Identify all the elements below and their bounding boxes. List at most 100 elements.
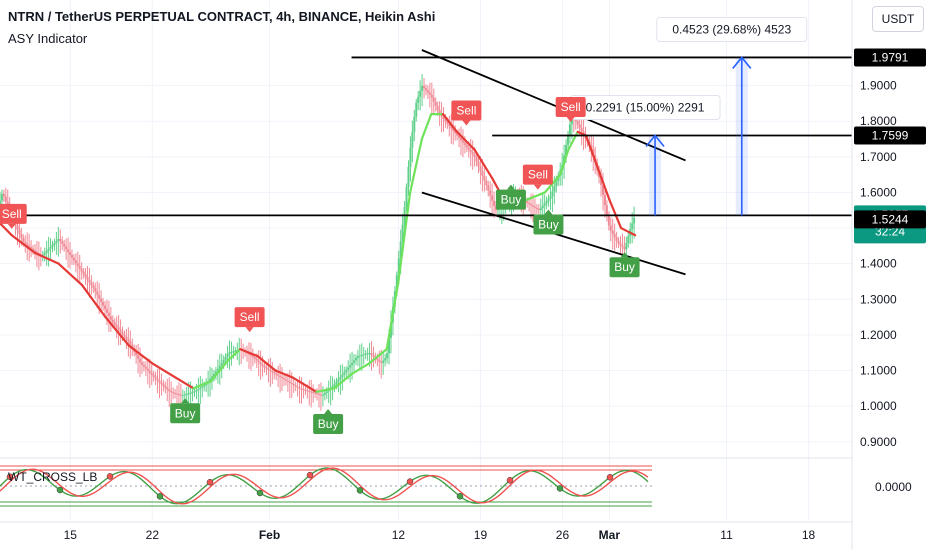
moving-average-layer bbox=[0, 113, 637, 393]
price-axis[interactable]: 1.90001.80001.70001.60001.50001.40001.30… bbox=[851, 0, 897, 550]
candle-body bbox=[177, 394, 180, 396]
candle-body bbox=[156, 378, 159, 381]
candle-body bbox=[294, 385, 297, 387]
candle-body bbox=[607, 215, 610, 226]
candle-body bbox=[627, 235, 630, 244]
buy-signal: Buy bbox=[313, 408, 344, 434]
candle-body bbox=[265, 367, 268, 369]
candle-body bbox=[209, 378, 212, 382]
candle-body bbox=[88, 279, 91, 283]
ma-segment bbox=[104, 316, 131, 347]
osc-cross-dot bbox=[356, 487, 364, 494]
measure-label: 0.4523 (29.68%) 4523 bbox=[672, 22, 791, 36]
time-axis[interactable]: 15 22 Feb 12 19 26 Mar 11 18 bbox=[0, 521, 852, 542]
x-tick-label: 18 bbox=[802, 528, 816, 542]
candle-body bbox=[347, 367, 350, 370]
candle-body bbox=[444, 119, 447, 122]
y-tick-label: 1.2000 bbox=[860, 328, 897, 342]
candle-body bbox=[296, 386, 299, 388]
candle-body bbox=[458, 135, 461, 138]
osc-wave-red bbox=[0, 467, 649, 505]
ma-segment bbox=[526, 191, 547, 201]
candle-body bbox=[617, 240, 620, 244]
price-tag-label: 1.7599 bbox=[872, 129, 909, 143]
candle-body bbox=[199, 387, 202, 389]
candle-body bbox=[290, 382, 293, 385]
osc-cross-dot bbox=[156, 493, 164, 500]
candle-body bbox=[341, 374, 344, 377]
ma-segment bbox=[0, 221, 13, 237]
candle-body bbox=[24, 242, 27, 244]
candle-body bbox=[26, 243, 29, 246]
candle-body bbox=[275, 373, 278, 375]
candle-body bbox=[415, 102, 418, 117]
y-tick-label: 1.3000 bbox=[860, 292, 897, 306]
oscillator-pane: WT_CROSS_LB 0.0000 bbox=[0, 457, 912, 507]
ma-segment bbox=[368, 348, 388, 365]
signal-badge bbox=[495, 189, 526, 210]
osc-cross-dot bbox=[606, 474, 614, 481]
candle-body bbox=[102, 302, 105, 306]
candle-body bbox=[432, 97, 435, 102]
candle-body bbox=[277, 374, 280, 376]
candle-body bbox=[430, 94, 433, 98]
ma-segment bbox=[350, 362, 371, 376]
candle-body bbox=[473, 154, 476, 157]
candle-body bbox=[154, 376, 157, 379]
candle-body bbox=[251, 355, 254, 358]
candle-body bbox=[300, 388, 303, 390]
chart-title: NTRN / TetherUS PERPETUAL CONTRACT, 4h, … bbox=[8, 9, 436, 24]
y-tick-label: 1.6000 bbox=[860, 185, 897, 199]
candle-body bbox=[92, 285, 95, 289]
measure-arrow-head bbox=[645, 134, 665, 148]
candle-body bbox=[405, 187, 408, 208]
candle-body bbox=[292, 384, 295, 386]
signals-layer: Sell Buy Sell Buy Sell Buy Sell Buy Sell Buy bbox=[0, 96, 640, 434]
osc-cross-dot bbox=[206, 478, 214, 486]
candle-body bbox=[568, 124, 571, 135]
candle-body bbox=[424, 88, 427, 91]
candle-body bbox=[189, 392, 192, 394]
candle-body bbox=[170, 391, 173, 393]
candle-body bbox=[298, 387, 301, 389]
candle-body bbox=[205, 383, 208, 386]
candle-body bbox=[55, 240, 58, 243]
candle-body bbox=[104, 305, 107, 310]
candle-body bbox=[286, 380, 289, 382]
candle-body bbox=[137, 355, 140, 359]
candle-body bbox=[395, 275, 398, 292]
candle-body bbox=[109, 316, 112, 320]
x-tick-label: 26 bbox=[556, 528, 570, 542]
indicator-legend[interactable]: ASY Indicator bbox=[8, 31, 88, 46]
measure-label: 0.2291 (15.00%) 2291 bbox=[586, 101, 705, 115]
candle-body bbox=[255, 358, 258, 361]
candle-body bbox=[633, 218, 636, 224]
candle-body bbox=[197, 388, 200, 391]
sell-signal: Sell bbox=[555, 96, 586, 122]
osc-cross-dot bbox=[256, 489, 264, 497]
candle-body bbox=[100, 298, 103, 303]
candle-body bbox=[487, 185, 490, 191]
candle-body bbox=[63, 243, 66, 247]
ma-segment bbox=[332, 372, 353, 390]
currency-button[interactable]: USDT bbox=[872, 6, 924, 32]
signal-label: Buy bbox=[318, 417, 339, 431]
signal-pointer bbox=[462, 120, 471, 126]
candle-body bbox=[531, 205, 534, 207]
signal-pointer bbox=[620, 252, 629, 258]
candle-body bbox=[543, 203, 546, 206]
candle-body bbox=[493, 200, 496, 206]
candle-body bbox=[228, 352, 231, 355]
candle-body bbox=[214, 371, 217, 374]
y-tick-label: 0.9000 bbox=[860, 435, 897, 449]
x-tick-label: Mar bbox=[599, 528, 621, 542]
candle-body bbox=[284, 379, 287, 381]
ma-segment bbox=[256, 355, 277, 372]
y-tick-label: 1.7000 bbox=[860, 150, 897, 164]
candle-body bbox=[96, 291, 99, 295]
candle-body bbox=[129, 341, 132, 345]
candle-body bbox=[386, 353, 389, 359]
candle-body bbox=[2, 193, 5, 197]
signal-pointer bbox=[566, 116, 575, 122]
